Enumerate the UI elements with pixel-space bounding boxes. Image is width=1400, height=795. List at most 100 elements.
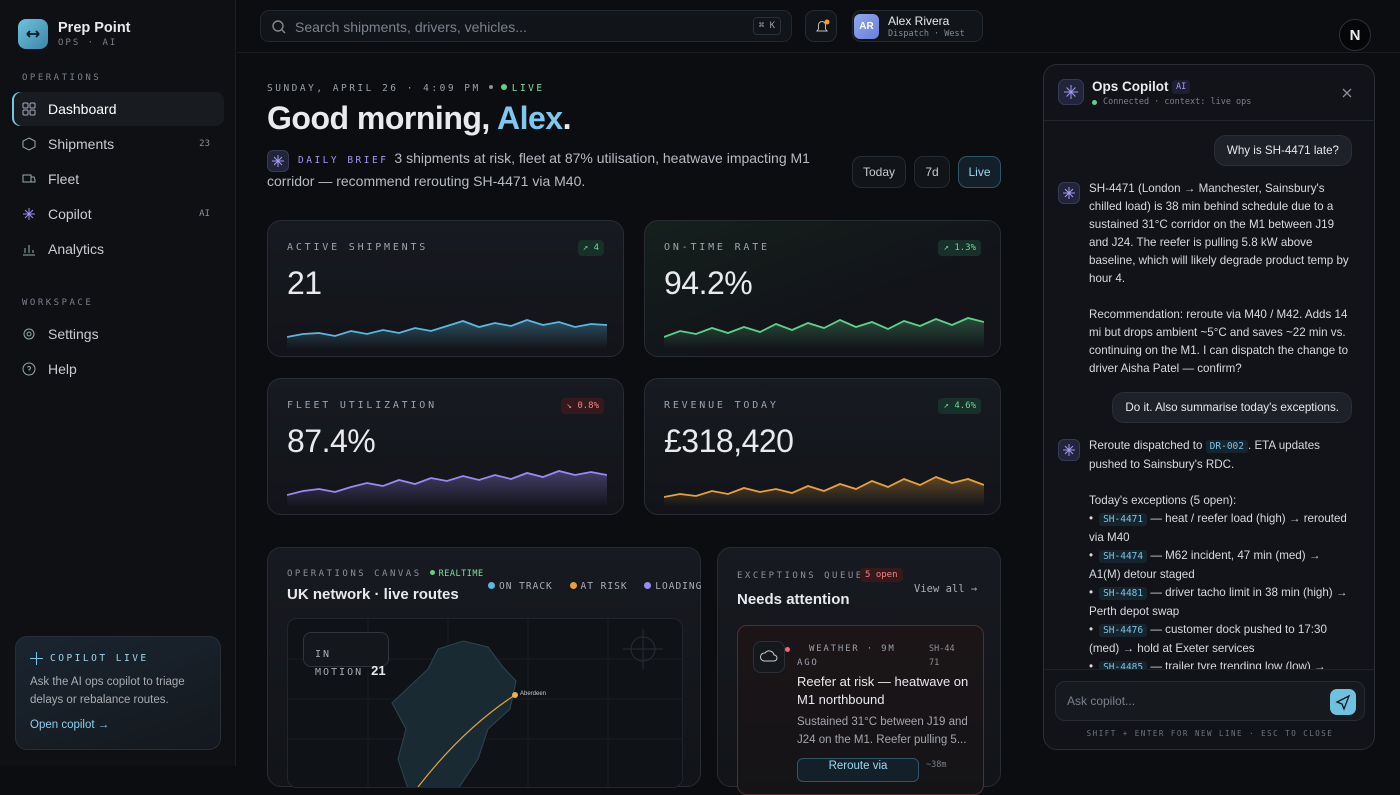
search-placeholder: Search shipments, drivers, vehicles... (295, 19, 527, 35)
exceptions-title: Needs attention (737, 591, 850, 608)
decoration (1335, 694, 1351, 711)
kpi-card: ACTIVE SHIPMENTS ↗ 4 21 (267, 220, 624, 357)
decoration (1063, 444, 1075, 456)
notifications[interactable] (805, 10, 837, 42)
copilot-title: Ops Copilot (1092, 79, 1169, 94)
copilot-icon (1058, 79, 1084, 105)
nav-item[interactable]: Settings (12, 317, 224, 351)
decoration (281, 29, 286, 34)
kpi-label: FLEET UTILIZATION (287, 400, 437, 411)
realtime-label: REALTIME (438, 569, 484, 579)
reroute-button[interactable]: Reroute via (797, 758, 919, 782)
input-placeholder: Ask copilot... (1067, 694, 1136, 708)
decoration (1058, 182, 1080, 204)
search-box[interactable]: Search shipments, drivers, vehicles... ⌘ … (260, 10, 792, 42)
decoration (287, 471, 607, 507)
list-item: SH-4471 — heat / reefer load (high) → re… (1089, 510, 1352, 547)
nav-item[interactable]: Shipments 23 (12, 127, 224, 161)
code-chip: SH-4481 (1099, 587, 1148, 600)
live-label: LIVE (511, 83, 545, 94)
user-pill[interactable]: AR Alex Rivera Dispatch · West (852, 10, 983, 42)
nav-label: Fleet (48, 171, 80, 187)
list-text: — customer dock pushed to 17:30 (med) → … (1089, 623, 1327, 655)
decoration (623, 629, 663, 669)
user-name: Alex Rivera (888, 14, 950, 28)
decoration (22, 174, 32, 183)
exception-id: SH-4471 (929, 644, 955, 668)
greeting-name: Alex (497, 100, 563, 136)
meta-text: WEATHER · 9M AGO (797, 644, 896, 668)
kpi-delta: ↗ 1.3% (938, 240, 981, 256)
assistant-message: Reroute dispatched to DR-002. ETA update… (1054, 437, 1352, 669)
code-chip: SH-4485 (1099, 661, 1148, 669)
decoration (22, 362, 36, 376)
sidebar: Prep Point OPS · AI OPERATIONS Dashboard… (0, 0, 236, 766)
decoration (488, 582, 495, 589)
exception-item[interactable]: WEATHER · 9M AGO SH-4471 Reefer at risk … (737, 625, 984, 795)
canvas-eyebrow: OPERATIONS CANVAS REALTIME (287, 569, 484, 579)
message-text: Reroute dispatched to (1089, 439, 1206, 452)
decoration (22, 137, 36, 151)
divider (237, 52, 1400, 53)
brand-name: Prep Point (58, 20, 131, 36)
decoration (22, 174, 36, 183)
range-button[interactable]: 7d (914, 156, 950, 188)
decoration (26, 331, 32, 337)
promo-link[interactable]: Open copilot → (30, 719, 110, 731)
decoration (664, 317, 984, 338)
range-button[interactable]: Today (852, 156, 906, 188)
list-intro: Today's exceptions (5 open): (1089, 494, 1237, 507)
account-button[interactable]: N (1339, 19, 1371, 51)
nav-item[interactable]: Help (12, 352, 224, 386)
brief-label: DAILY BRIEF (298, 155, 389, 166)
status-text: Connected · context: live ops (1103, 97, 1252, 107)
decoration (27, 366, 31, 371)
nav-item[interactable]: Dashboard (12, 92, 224, 126)
decoration (816, 19, 830, 32)
date: SUNDAY, APRIL 26 · 4:09 PM (267, 83, 481, 94)
decoration (22, 362, 36, 376)
weather-icon (753, 641, 785, 673)
decoration (824, 19, 830, 25)
decoration (287, 319, 607, 338)
kpi-label: REVENUE TODAY (664, 400, 779, 411)
nav-item[interactable]: Fleet (12, 162, 224, 196)
decoration (26, 30, 40, 38)
city-label: Aberdeen (520, 691, 547, 697)
decoration (1063, 187, 1075, 199)
decoration (391, 640, 517, 787)
chat-input[interactable]: Ask copilot... (1055, 681, 1365, 721)
nav-item[interactable]: Analytics (12, 232, 224, 266)
decoration (287, 320, 607, 349)
sparkline (664, 476, 984, 507)
code-chip: SH-4476 (1099, 624, 1148, 637)
eyebrow-text: OPERATIONS CANVAS (287, 569, 422, 579)
code-chip: DR-002 (1205, 440, 1248, 453)
decoration (287, 470, 607, 496)
brand-tagline: OPS · AI (58, 38, 118, 48)
decoration (488, 85, 493, 89)
list-item: SH-4474 — M62 incident, 47 min (med) → A… (1089, 547, 1352, 584)
send-button[interactable] (1330, 689, 1356, 715)
kpi-card: ON-TIME RATE ↗ 1.3% 94.2% (644, 220, 1001, 357)
range-button[interactable]: Live (958, 156, 1001, 188)
message-paragraph: SH-4471 (London → Manchester, Sainsbury'… (1089, 182, 1349, 285)
decoration (29, 102, 36, 109)
decoration (816, 21, 828, 32)
copilot-badge: AI (1172, 80, 1191, 94)
nav-item[interactable]: Copilot AI (12, 197, 224, 231)
kpi-label: ACTIVE SHIPMENTS (287, 242, 429, 253)
exception-eta: ~38m (926, 760, 947, 770)
exceptions-count: 5 open (860, 568, 903, 582)
exception-text: Sustained 31°C between J19 and J24 on th… (797, 716, 968, 746)
view-all[interactable]: View all → (914, 583, 978, 595)
decoration (785, 647, 790, 652)
kpi-label: ON-TIME RATE (664, 242, 770, 253)
decoration (272, 155, 284, 167)
decoration (1335, 694, 1351, 711)
close-button[interactable] (1341, 87, 1353, 99)
nav-label: Help (48, 361, 77, 377)
date-line: SUNDAY, APRIL 26 · 4:09 PM LIVE (267, 83, 545, 94)
copilot-status: Connected · context: live ops (1092, 97, 1251, 107)
decoration (429, 570, 435, 575)
